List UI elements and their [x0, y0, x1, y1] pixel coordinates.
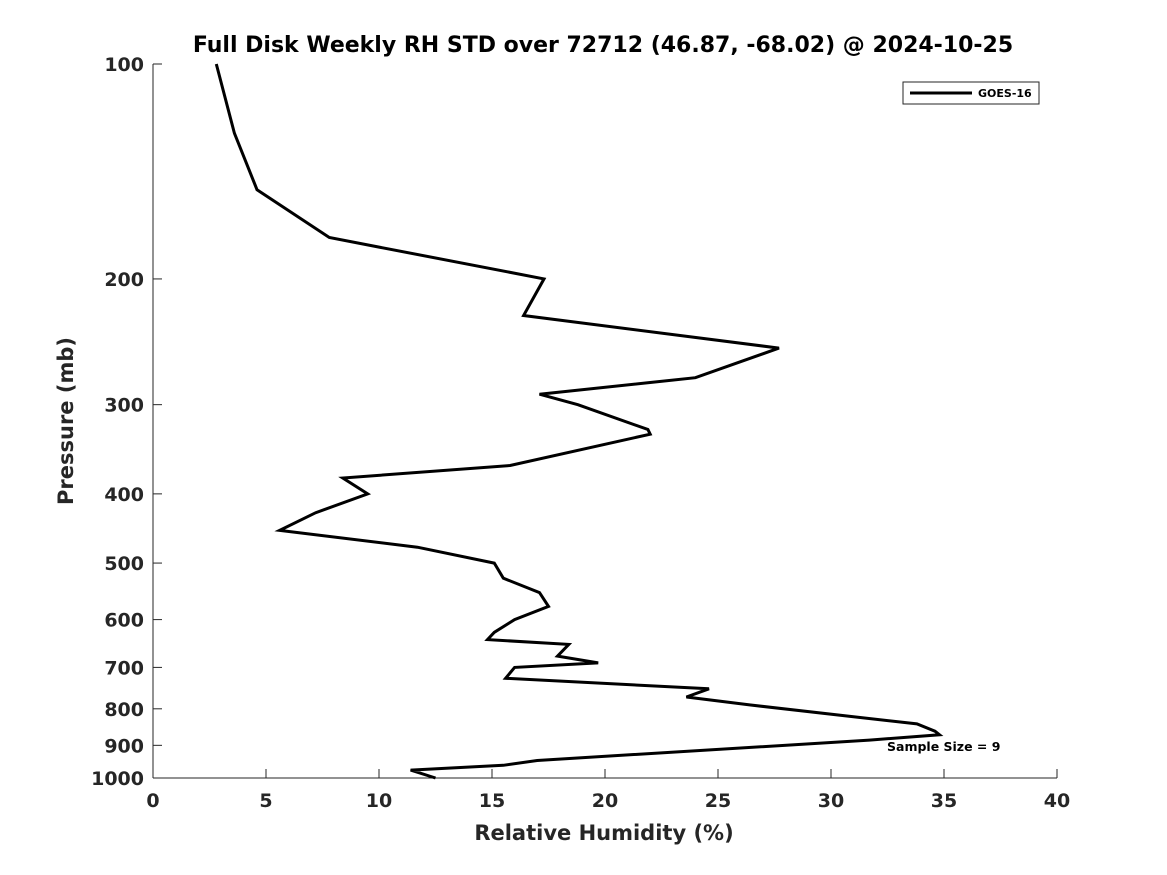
x-tick-label: 0 — [146, 790, 159, 812]
y-tick-label: 200 — [104, 269, 144, 291]
x-tick-label: 15 — [479, 790, 505, 812]
y-tick-label: 400 — [104, 484, 144, 506]
x-axis-label: Relative Humidity (%) — [474, 821, 733, 845]
chart-title: Full Disk Weekly RH STD over 72712 (46.8… — [193, 33, 1013, 58]
y-tick-label: 100 — [104, 54, 144, 76]
x-tick-label: 30 — [818, 790, 844, 812]
x-tick-label: 5 — [259, 790, 272, 812]
x-tick-label: 20 — [592, 790, 618, 812]
legend: GOES-16 — [902, 81, 1040, 105]
y-tick-label: 900 — [104, 735, 144, 757]
x-tick-label: 10 — [366, 790, 392, 812]
y-ticks: 100 200 300 400 500 600 700 800 900 1000 — [91, 54, 162, 790]
y-tick-label: 300 — [104, 395, 144, 417]
y-tick-label: 800 — [104, 699, 144, 721]
legend-label-goes-16: GOES-16 — [978, 87, 1032, 100]
series-line-goes-16 — [214, 63, 944, 780]
y-tick-label: 600 — [104, 610, 144, 632]
x-ticks: 0 5 10 15 20 25 30 35 40 — [146, 769, 1070, 812]
y-tick-label: 700 — [104, 657, 144, 679]
x-tick-label: 25 — [705, 790, 731, 812]
y-tick-label: 1000 — [91, 768, 144, 790]
y-tick-label: 500 — [104, 553, 144, 575]
x-tick-label: 40 — [1044, 790, 1070, 812]
y-axis-label: Pressure (mb) — [54, 337, 78, 505]
sample-size-annotation: Sample Size = 9 — [887, 739, 1000, 754]
x-tick-label: 35 — [931, 790, 957, 812]
